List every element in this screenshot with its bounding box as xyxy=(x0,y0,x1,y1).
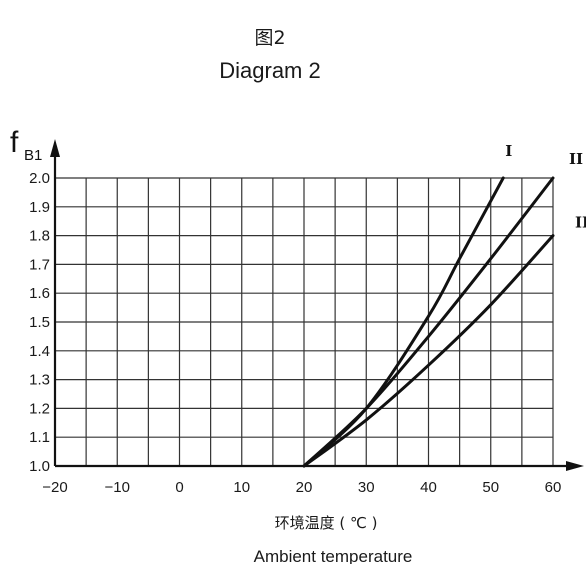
x-tick-label: −10 xyxy=(105,479,130,496)
x-tick-label: 50 xyxy=(482,479,499,496)
x-axis-label-en: Ambient temperature xyxy=(254,547,413,564)
y-tick-label: 1.7 xyxy=(29,256,50,273)
y-tick-label: 1.8 xyxy=(29,228,50,245)
x-tick-label: 20 xyxy=(296,479,313,496)
y-axis-arrow xyxy=(50,139,60,157)
chart-title: 图2 xyxy=(254,27,285,49)
y-tick-label: 1.4 xyxy=(29,343,50,360)
series-labels: IIIIII xyxy=(505,142,586,232)
x-axis-label-zh: 环境温度 ( ℃ ) xyxy=(275,514,378,532)
y-axis-label-main: f xyxy=(10,126,19,159)
x-tick-label: 0 xyxy=(175,479,183,496)
y-tick-labels: 1.0 1.1 1.2 1.3 1.4 1.5 1.6 1.7 1.8 1.9 2.0 xyxy=(29,170,50,475)
series-label-2: II xyxy=(569,150,583,168)
x-tick-label: 10 xyxy=(233,479,250,496)
series-line-3 xyxy=(302,234,555,468)
y-axis-label: f B1 xyxy=(10,126,42,164)
x-tick-label: 60 xyxy=(545,479,562,496)
series-label-3: III xyxy=(575,214,586,232)
y-tick-label: 1.3 xyxy=(29,372,50,389)
y-tick-label: 1.2 xyxy=(29,400,50,417)
y-tick-label: 1.0 xyxy=(29,458,50,475)
x-tick-label: −20 xyxy=(42,479,67,496)
x-axis-arrow xyxy=(566,461,584,471)
series-label-1: I xyxy=(505,142,512,160)
y-tick-label: 1.9 xyxy=(29,199,50,216)
series-lines xyxy=(302,176,555,468)
y-tick-label: 1.1 xyxy=(29,429,50,446)
series-line-2 xyxy=(302,176,555,468)
y-tick-label: 2.0 xyxy=(29,170,50,187)
y-axis-label-sub: B1 xyxy=(24,147,42,164)
x-tick-label: 40 xyxy=(420,479,437,496)
axes xyxy=(50,139,584,471)
x-tick-label: 30 xyxy=(358,479,375,496)
y-tick-label: 1.5 xyxy=(29,314,50,331)
chart-subtitle: Diagram 2 xyxy=(219,58,320,83)
x-tick-labels: −20 −10 0 10 20 30 40 50 60 xyxy=(42,479,561,496)
y-tick-label: 1.6 xyxy=(29,285,50,302)
